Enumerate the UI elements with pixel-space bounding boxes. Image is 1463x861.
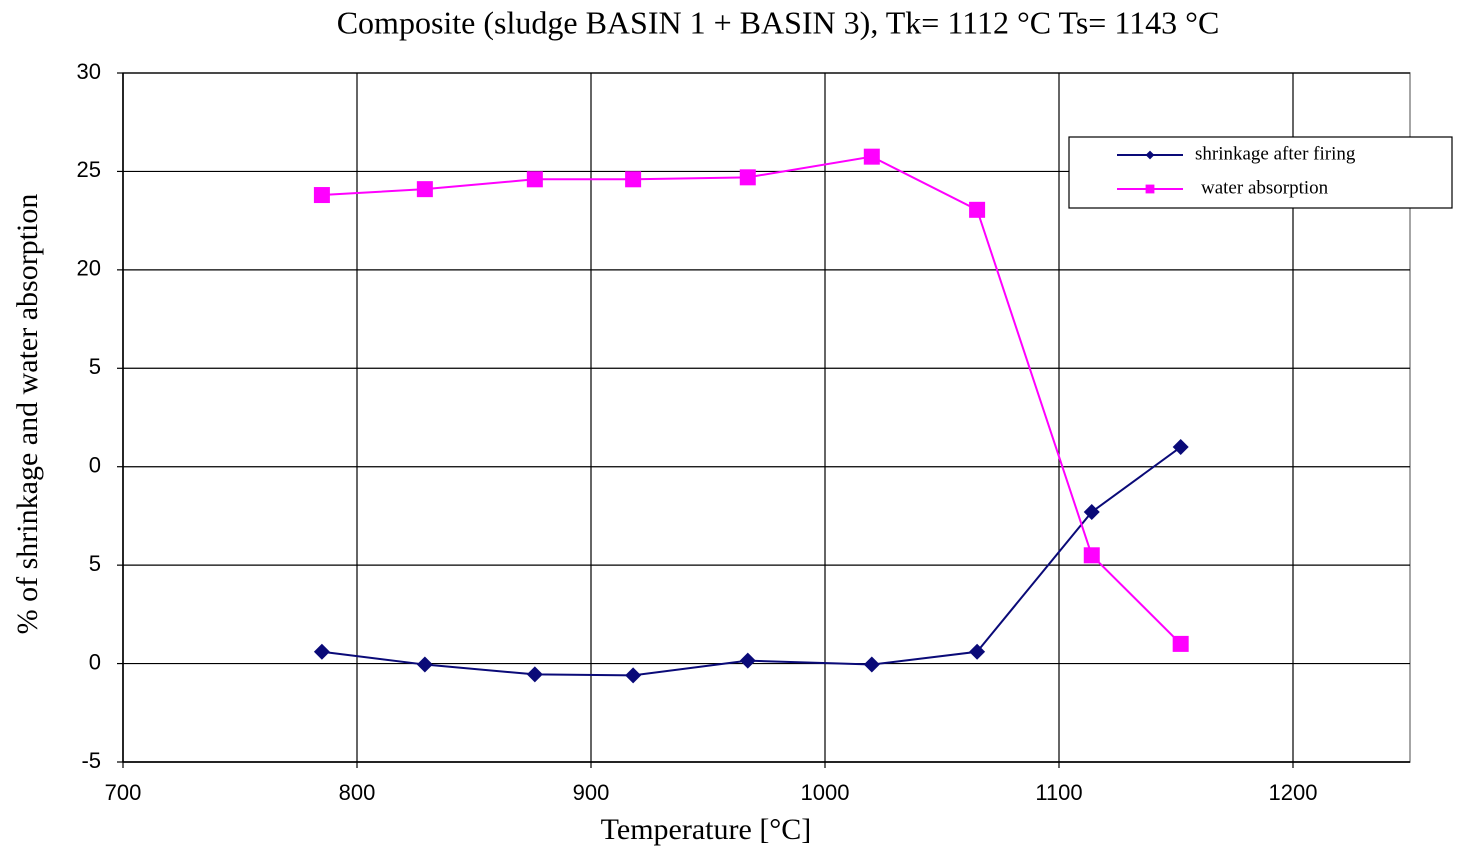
marker [863,148,880,165]
marker [739,652,756,669]
legend-label: water absorption [1201,177,1329,198]
y-axis-label: % of shrinkage and water absorption [11,194,44,635]
marker [969,201,986,218]
y-tick-label: 20 [77,256,101,281]
chart-title: Composite (sludge BASIN 1 + BASIN 3), Tk… [337,4,1220,40]
marker [313,643,330,660]
legend-label: shrinkage after firing [1195,143,1356,164]
marker [625,667,642,684]
x-tick-label: 1000 [801,780,850,805]
marker [969,643,986,660]
marker [1083,503,1100,520]
marker [863,656,880,673]
marker [416,181,433,198]
marker [1172,439,1189,456]
x-axis-label: Temperature [°C] [601,813,812,846]
marker [416,656,433,673]
marker [526,666,543,683]
y-tick-label: 0 [89,453,101,478]
marker [1172,635,1189,652]
marker [526,171,543,188]
y-tick-label: 5 [89,551,101,576]
marker [1145,150,1155,160]
marker [625,171,642,188]
marker [313,187,330,204]
x-tick-label: 1200 [1269,780,1318,805]
y-tick-label: 25 [77,157,101,182]
y-tick-label: 30 [77,59,101,84]
legend-box [1068,136,1453,209]
x-tick-label: 1100 [1035,780,1082,805]
x-tick-label: 900 [573,780,610,805]
x-tick-label: 700 [105,780,142,805]
y-tick-label: 5 [89,354,101,379]
legend: shrinkage after firing water absorption [1068,136,1453,209]
marker [1083,547,1100,564]
y-tick-label: 0 [89,649,101,674]
x-tick-label: 800 [339,780,376,805]
y-tick-label: -5 [81,748,101,773]
marker [739,169,756,186]
marker [1145,184,1155,194]
